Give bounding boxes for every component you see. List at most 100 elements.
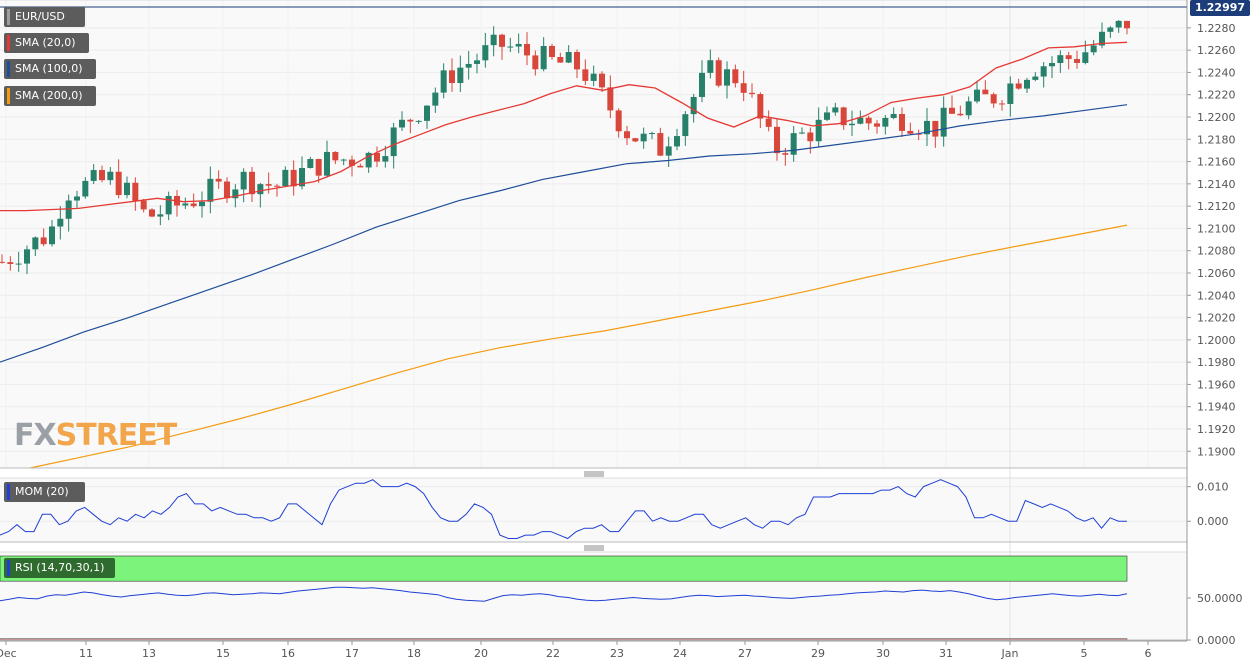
candle-body [1024,79,1030,89]
y-tick-label: 1.2040 [1197,289,1236,302]
rsi-y-tick-label: 0.0000 [1197,634,1236,647]
y-tick-label: 1.2200 [1197,111,1236,124]
candle-body [307,159,314,169]
candle-body [874,123,880,127]
candle-body [799,132,805,134]
candle-body [124,182,130,196]
candle-body [1099,31,1105,46]
mom-line [0,479,1127,540]
candle-body [165,195,172,215]
y-tick-label: 1.1960 [1197,378,1236,391]
candle-body [515,43,522,47]
y-tick-label: 1.2000 [1197,334,1236,347]
candle-body [765,118,772,127]
candle-body [1065,55,1072,60]
y-tick-label: 1.2100 [1197,222,1236,235]
y-tick-label: 1.2060 [1197,267,1236,280]
candle-body [32,237,39,250]
candle-body [682,114,689,137]
candle-body [624,131,630,139]
sma100-label-text: SMA (100,0) [15,62,83,75]
rsi-overbought-zone [0,555,1128,582]
candle-body [574,51,580,70]
candle-body [549,45,555,57]
sma100-label[interactable]: SMA (100,0) [4,59,96,79]
candle-body [482,45,489,61]
candle-body [432,92,439,106]
candle-body [107,171,114,181]
candle-body [140,200,147,210]
y-tick-label: 1.2160 [1197,156,1236,169]
candle-body [840,107,847,126]
candle-body [882,117,889,127]
mom-y-tick-label: 0.000 [1197,515,1229,528]
candle-body [690,96,697,115]
candle-body [365,152,372,168]
candle-body [849,123,855,126]
x-tick-label: 18 [407,647,421,660]
x-tick-label: 24 [673,647,687,660]
rsi-line [0,586,1128,602]
sma20-line [0,41,1128,212]
y-tick-label: 1.1980 [1197,356,1236,369]
candle-body [340,159,347,161]
candle-body [199,201,205,207]
x-tick-label: 23 [610,647,624,660]
candle-body [665,146,672,156]
candle-body [940,107,947,137]
x-tick-label: 29 [811,647,825,660]
candle-body [407,119,414,122]
candle-body [424,105,430,121]
candle-body [790,133,797,155]
candle-body [1124,20,1130,29]
candle-body [440,70,447,93]
candle-body [157,214,164,217]
candle-body [982,89,989,95]
x-tick-label: Jan [1001,647,1019,660]
rsi-y-tick-label: 50.0000 [1197,592,1243,605]
candle-body [290,169,297,187]
x-tick-label: 31 [939,647,953,660]
candle-body [324,151,330,176]
sma20-label[interactable]: SMA (20,0) [4,33,89,53]
candle-body [599,73,605,88]
mom-label[interactable]: MOM (20) [4,482,85,502]
y-tick-label: 1.2080 [1197,245,1236,258]
candle-body [1007,83,1014,104]
candle-body [957,113,964,116]
candle-body [507,46,514,48]
rsi-label[interactable]: RSI (14,70,30,1) [4,558,115,578]
sma100-line [0,104,1128,363]
symbol-label: EUR/USD [4,7,85,27]
candle-body [807,132,814,142]
x-tick-label: 11 [79,647,93,660]
candle-body [674,136,680,147]
candle-body [1082,52,1089,63]
candle-body [657,133,664,156]
candle-body [40,237,47,245]
x-tick-label: 5 [1081,647,1088,660]
candle-body [499,34,505,47]
pane-resize-handle[interactable] [584,471,604,477]
candle-body [1057,55,1064,64]
x-tick-label: 6 [1145,647,1152,660]
candle-body [1040,66,1047,77]
x-tick-label: Dec [0,647,17,660]
candle-body [115,171,122,196]
sma200-label[interactable]: SMA (200,0) [4,86,96,106]
y-tick-label: 1.2120 [1197,200,1236,213]
candle-body [857,117,864,124]
mom-label-text: MOM (20) [15,485,69,498]
candle-body [782,153,789,155]
candle-body [207,178,214,202]
y-tick-label: 1.2240 [1197,66,1236,79]
x-tick-label: 13 [142,647,156,660]
candle-body [382,156,389,162]
candle-body [15,263,22,265]
pane-resize-handle[interactable] [584,545,604,551]
candle-body [190,203,197,207]
candle-body [832,107,839,113]
candle-body [274,185,280,187]
sma200-line [29,224,1128,469]
